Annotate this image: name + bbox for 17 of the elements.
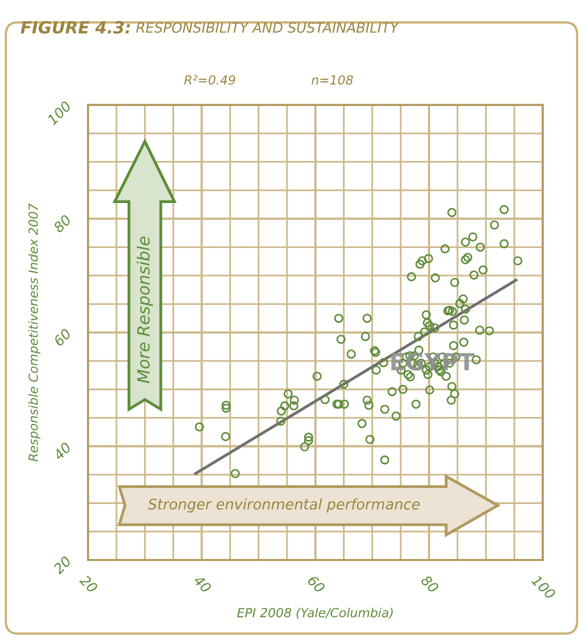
x-tick-label: 40: [192, 574, 212, 594]
annotation: Stronger environmental performance: [148, 498, 420, 512]
y-tick-label: 80: [52, 214, 72, 234]
x-tick-label: 100: [531, 574, 556, 600]
annotation: More Responsible: [136, 236, 153, 384]
x-tick-label: 80: [420, 574, 440, 594]
x-axis-title: EPI 2008 (Yale/Columbia): [237, 608, 393, 619]
x-tick-label: 60: [306, 574, 326, 594]
y-tick-label: 40: [52, 442, 72, 461]
text: n=108: [312, 75, 353, 85]
y-axis-title: Responsible Competitiveness Index 2007: [28, 203, 40, 462]
annotation: EGYPT: [391, 352, 475, 371]
chart-title: FIGURE 4.3: RESPONSIBILITY AND SUSTAINABILITY: [20, 21, 400, 34]
y-tick-label: 20: [52, 555, 72, 575]
y-tick-label: 60: [52, 328, 72, 347]
x-tick-label: 20: [78, 574, 98, 594]
text: R²=0.49: [184, 75, 236, 85]
